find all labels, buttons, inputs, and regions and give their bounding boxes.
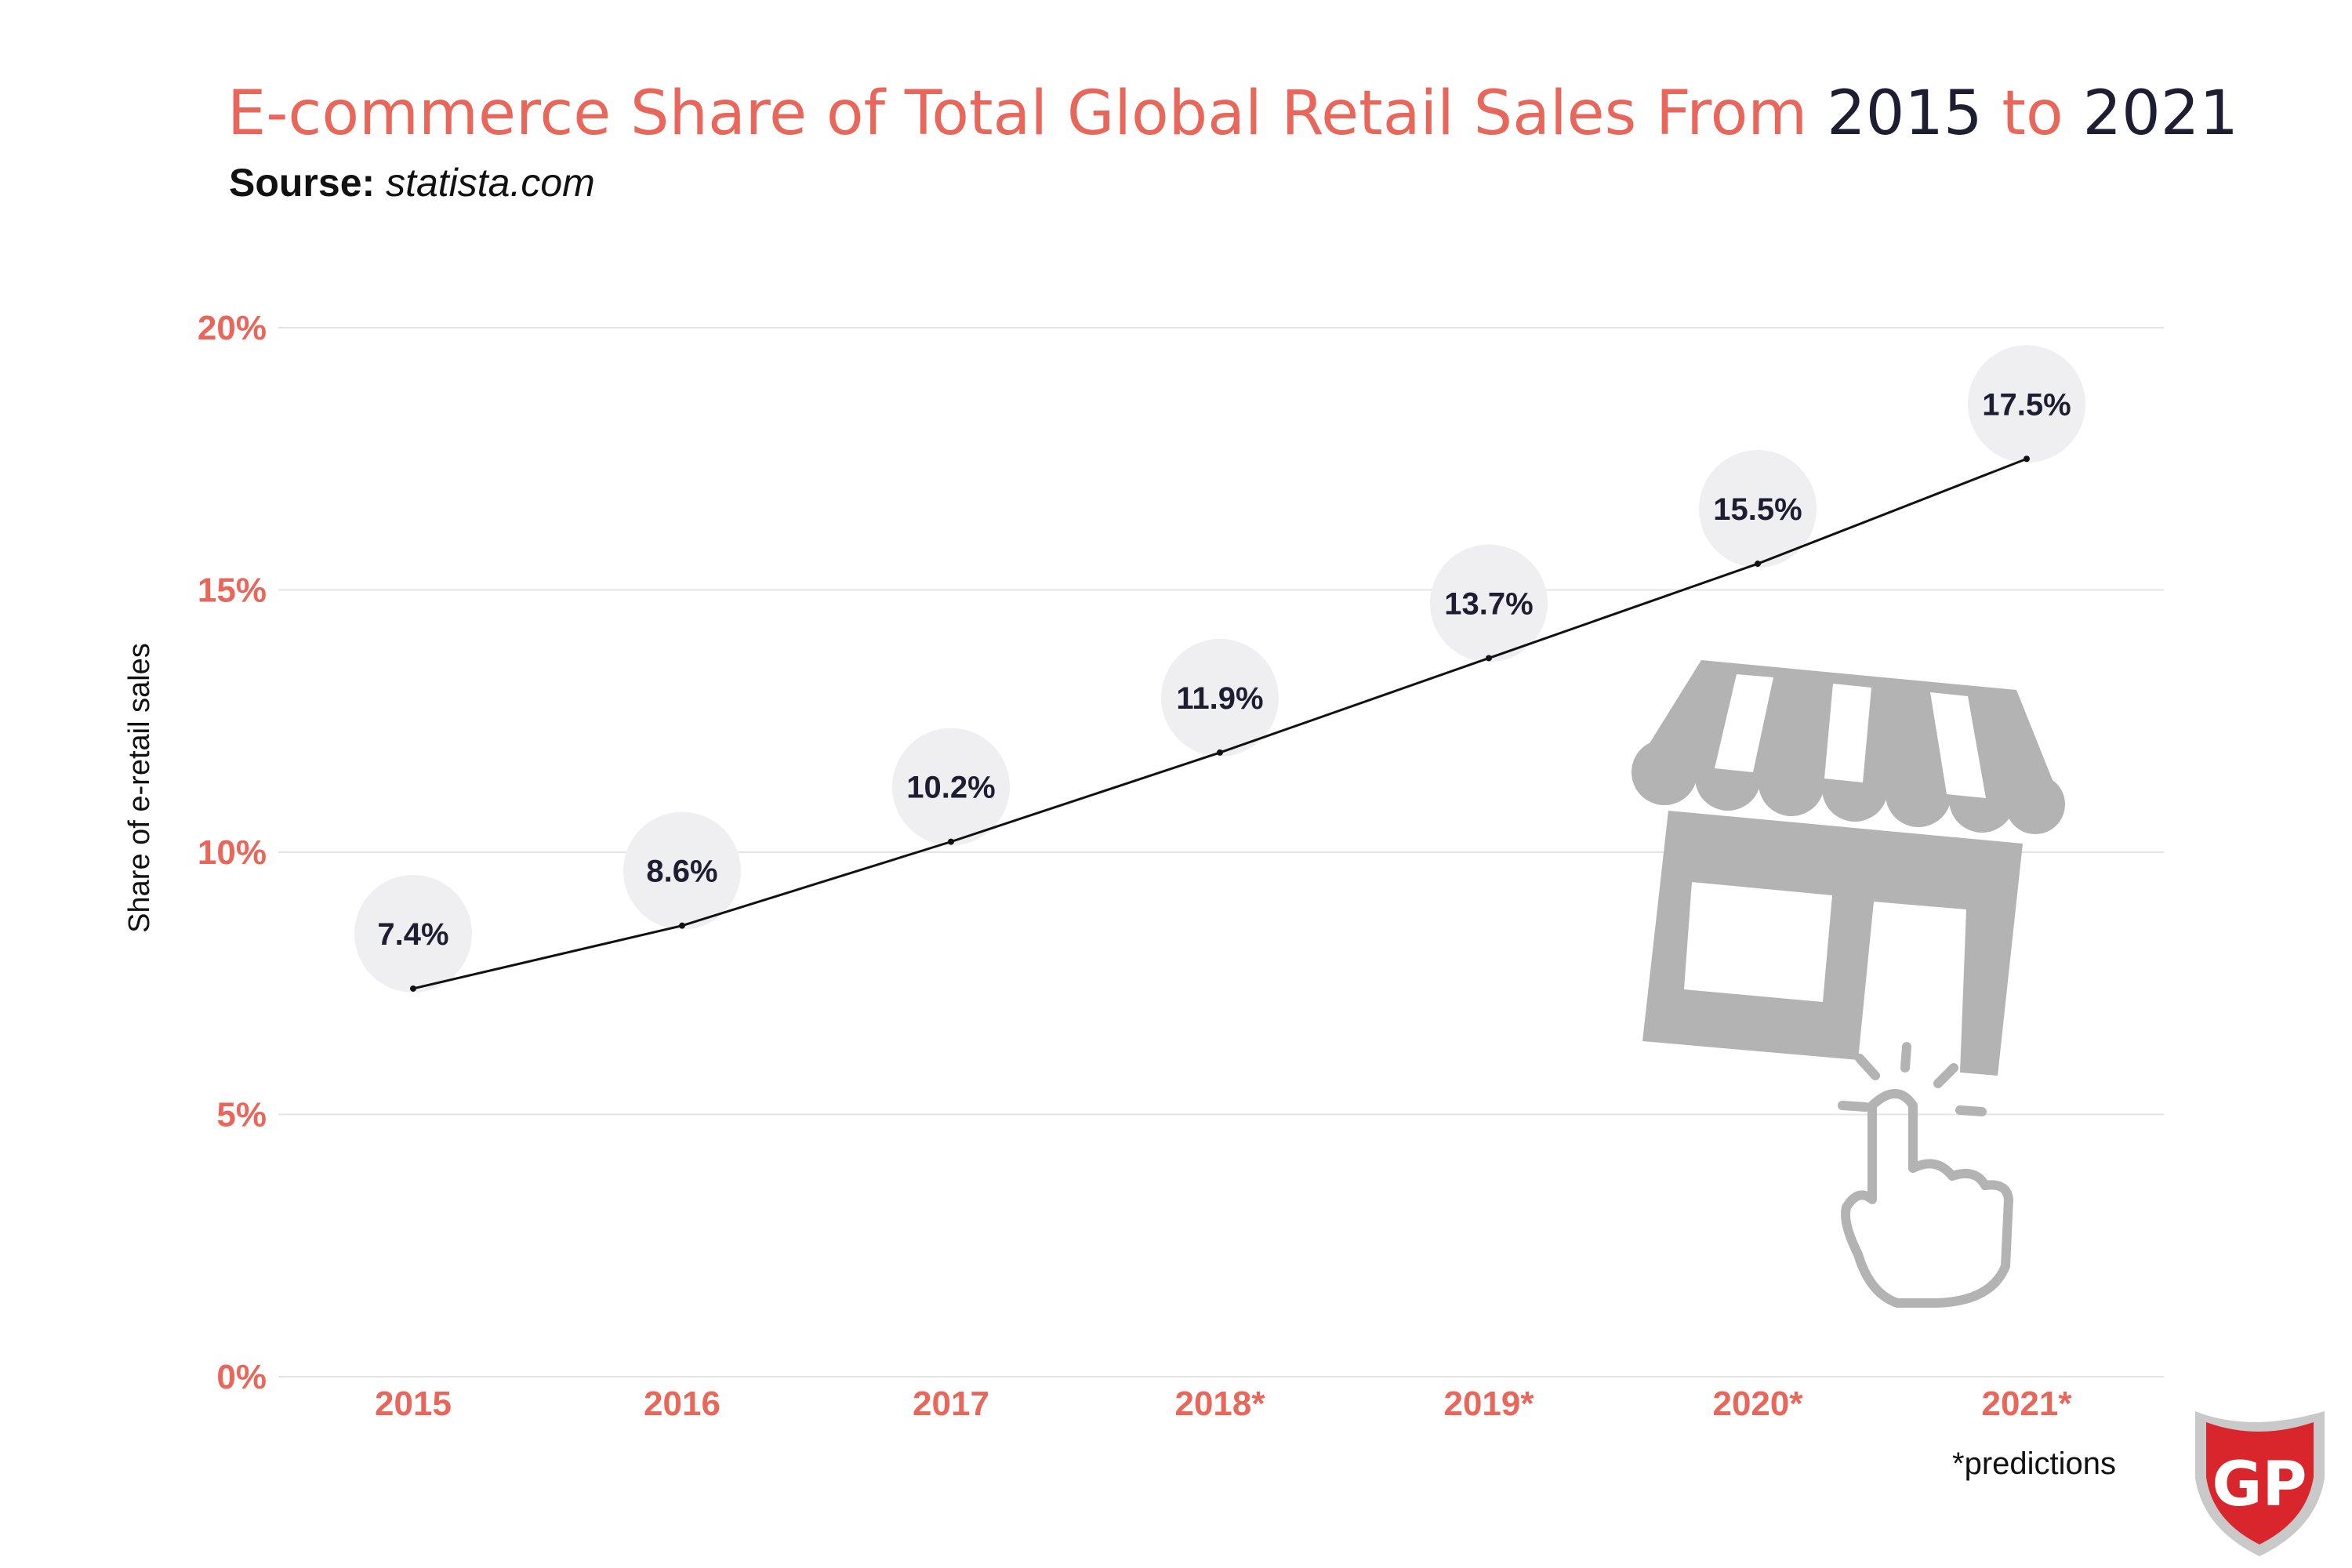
click-ray [1900,1042,1911,1073]
y-axis-ticks: 0% 5% 10% 15% 20% [198,309,267,1396]
x-tick-label: 2020* [1712,1385,1803,1423]
x-axis-ticks: 2015 2016 2017 2018* 2019* 2020* 2021* [375,1385,2072,1423]
data-point [1486,655,1492,662]
data-label: 8.6% [646,855,717,889]
source-value: statista.com [386,161,595,205]
click-ray [1955,1105,1987,1116]
data-label: 10.2% [906,771,995,805]
data-label: 11.9% [1176,681,1263,716]
grid-lines [278,327,2164,1377]
y-tick-label: 5% [216,1096,267,1134]
y-tick-label: 10% [198,833,267,872]
data-label-bubbles [354,345,2085,993]
awning-stripe [1930,692,1986,798]
chart-source: Sourse: statista.com [229,160,595,205]
data-point [410,985,416,992]
y-tick-label: 20% [198,309,267,347]
data-label: 7.4% [377,917,448,952]
shield-inner [2206,1422,2314,1544]
shop-wall [1642,811,2023,1076]
data-label-bubble [623,811,741,930]
data-labels: 7.4% 8.6% 10.2% 11.9% 13.7% 15.5% 17.5% [377,387,2071,952]
data-points [410,456,2030,992]
storefront-click-icon [1632,660,2065,1308]
hand-pointer [1841,1089,2013,1308]
data-label: 17.5% [1982,387,2071,422]
x-tick-label: 2016 [644,1385,720,1423]
click-ray [1855,1054,1880,1080]
title-year-end: 2021 [2082,78,2239,149]
data-label: 13.7% [1444,586,1533,621]
data-label-bubble [1699,450,1817,568]
awning-scallop [1632,739,1697,805]
logo-text: GP [2212,1450,2307,1520]
shop-window [1684,882,1832,1002]
data-point [1755,561,1761,568]
data-point [679,922,685,929]
x-tick-label: 2021* [1981,1385,2072,1423]
awning-scallop [1886,761,1951,827]
awning-stripe [1824,684,1871,782]
data-point [2024,456,2030,463]
title-year-start: 2015 [1827,78,1983,149]
chart-title: E-commerce Share of Total Global Retail … [227,78,2238,149]
data-point [1217,749,1223,756]
data-label: 15.5% [1713,492,1802,527]
x-tick-label: 2017 [913,1385,989,1423]
data-label-bubble [354,874,472,993]
y-tick-label: 0% [216,1358,267,1396]
click-ray [1838,1101,1871,1112]
awning-scallop [1759,750,1824,816]
title-text-part1: E-commerce Share of Total Global Retail … [227,78,1828,149]
awning-stripe [1715,674,1773,772]
awning-scallop [2005,775,2065,834]
click-ray [1933,1063,1958,1088]
x-tick-label: 2019* [1443,1385,1534,1423]
y-axis-label: Share of e-retail sales [123,643,156,933]
data-label-bubble [1161,638,1279,757]
gp-shield-logo: GP [2195,1411,2325,1556]
x-tick-label: 2018* [1174,1385,1265,1423]
title-text-part2: to [1982,78,2083,149]
data-label-bubble [1968,345,2085,463]
data-label-bubble [892,728,1010,846]
y-tick-label: 15% [198,572,267,610]
data-point [948,838,954,845]
source-label: Sourse: [229,161,376,205]
predictions-footnote: *predictions [1952,1446,2117,1481]
x-tick-label: 2015 [375,1385,452,1423]
data-label-bubble [1430,544,1548,662]
